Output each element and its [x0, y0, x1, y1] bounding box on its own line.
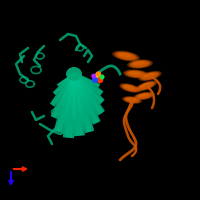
- Ellipse shape: [125, 70, 147, 78]
- Point: [92, 74, 95, 78]
- Ellipse shape: [136, 93, 152, 99]
- Ellipse shape: [116, 52, 136, 60]
- Ellipse shape: [138, 82, 154, 90]
- Ellipse shape: [137, 93, 148, 97]
- Ellipse shape: [66, 67, 82, 81]
- Ellipse shape: [129, 60, 151, 68]
- Ellipse shape: [124, 97, 140, 103]
- Ellipse shape: [125, 97, 139, 103]
- Ellipse shape: [142, 72, 158, 80]
- Ellipse shape: [138, 71, 162, 81]
- Ellipse shape: [123, 69, 149, 79]
- Point: [97, 72, 100, 76]
- Ellipse shape: [127, 71, 145, 77]
- Ellipse shape: [143, 73, 155, 77]
- Ellipse shape: [126, 98, 136, 101]
- Ellipse shape: [123, 85, 137, 91]
- Ellipse shape: [131, 61, 149, 67]
- Ellipse shape: [133, 92, 155, 100]
- Ellipse shape: [139, 83, 150, 88]
- Ellipse shape: [121, 84, 139, 92]
- Ellipse shape: [119, 83, 141, 93]
- Ellipse shape: [118, 53, 132, 57]
- Ellipse shape: [128, 71, 141, 75]
- Ellipse shape: [135, 80, 157, 92]
- Ellipse shape: [114, 51, 138, 61]
- Ellipse shape: [127, 59, 153, 69]
- Point: [93, 78, 97, 82]
- Ellipse shape: [124, 85, 134, 89]
- Ellipse shape: [136, 81, 156, 91]
- Point: [100, 75, 104, 79]
- Ellipse shape: [132, 61, 145, 65]
- Ellipse shape: [135, 92, 153, 100]
- Ellipse shape: [112, 51, 140, 61]
- Point: [98, 78, 102, 82]
- Ellipse shape: [122, 96, 142, 104]
- Ellipse shape: [140, 72, 160, 80]
- Point: [95, 75, 99, 79]
